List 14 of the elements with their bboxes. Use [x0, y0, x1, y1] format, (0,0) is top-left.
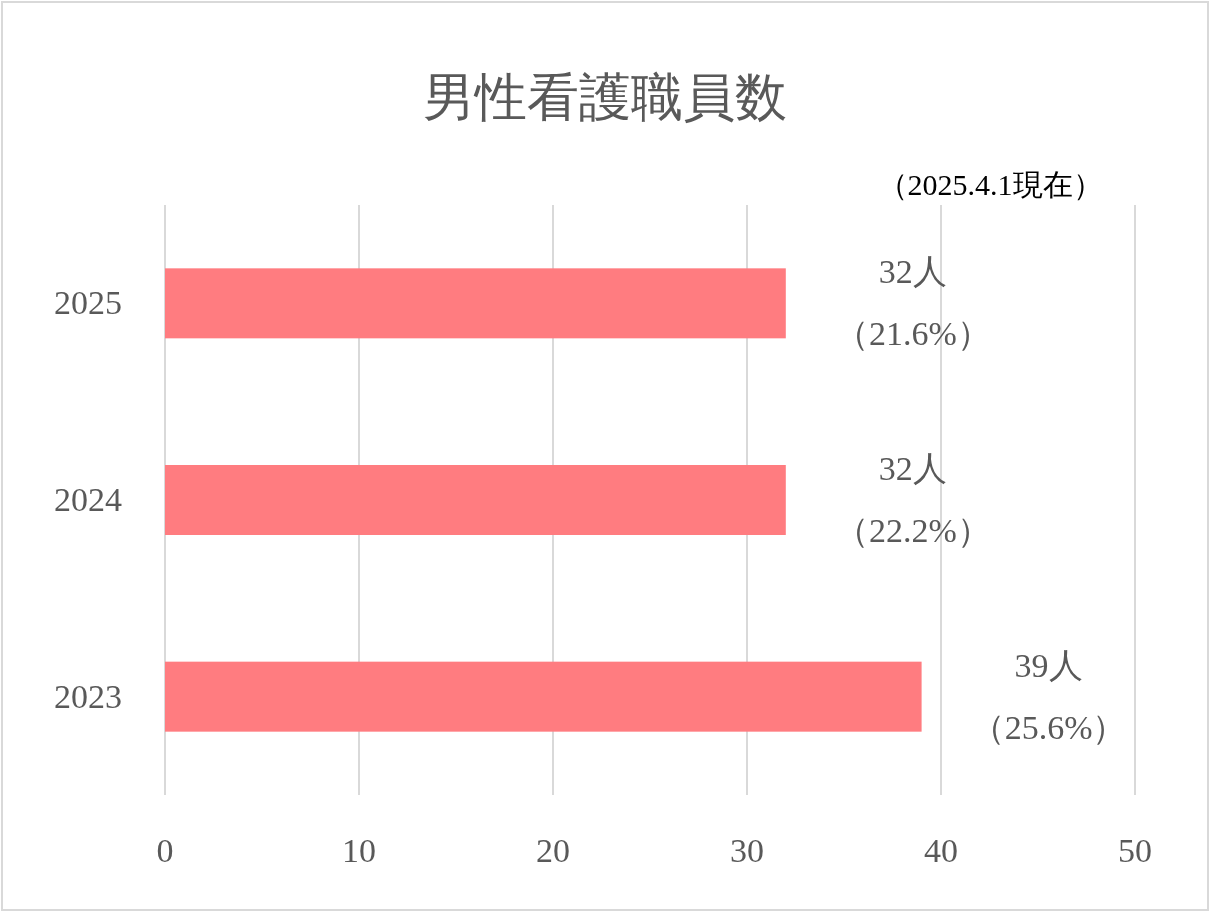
text: （2025.4.1現在）: [877, 168, 1103, 201]
data-label: 39人（25.6%）: [970, 646, 1127, 746]
y-tick-label: 2024: [54, 481, 122, 518]
x-tick-label: 20: [536, 832, 570, 869]
y-tick-label: 2023: [54, 677, 122, 715]
x-tick-label: 50: [1118, 832, 1152, 869]
x-tick-label: 0: [156, 832, 174, 869]
y-tick-label: 2025: [54, 284, 122, 322]
data-label: 32人（22.2%）: [834, 450, 991, 549]
x-tick-label: 30: [730, 832, 764, 869]
data-label: 32人（21.6%）: [834, 253, 991, 353]
x-tick-label: 40: [924, 832, 958, 869]
x-tick-label: 10: [342, 832, 376, 869]
chart-title: 男性看護職員数: [423, 69, 787, 126]
